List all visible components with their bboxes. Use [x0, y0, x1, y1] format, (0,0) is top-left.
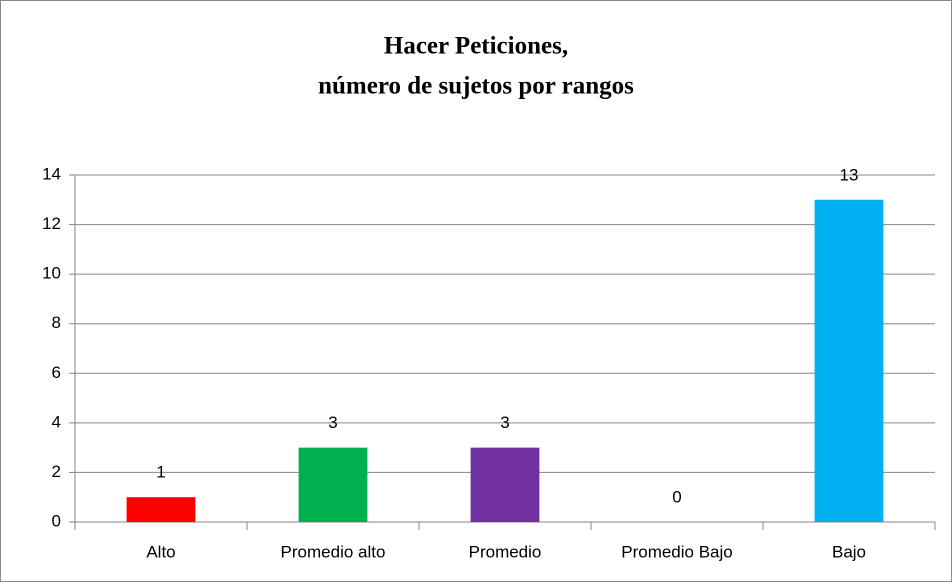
data-label: 3	[500, 413, 509, 432]
x-tick-label: Promedio Bajo	[621, 542, 733, 561]
bar	[470, 447, 540, 522]
bar	[298, 447, 368, 522]
x-tick-label: Promedio	[469, 542, 542, 561]
bar	[814, 199, 884, 523]
y-tick-label: 8	[52, 313, 61, 332]
data-label: 13	[840, 165, 859, 184]
data-label: 3	[328, 413, 337, 432]
y-tick-label: 14	[42, 164, 61, 183]
y-tick-label: 2	[52, 462, 61, 481]
data-label: 1	[156, 463, 165, 482]
x-tick-label: Alto	[146, 542, 175, 561]
y-tick-label: 6	[52, 363, 61, 382]
chart-title: Hacer Peticiones,	[384, 33, 568, 60]
x-tick-label: Promedio alto	[281, 542, 386, 561]
y-tick-label: 4	[52, 412, 61, 431]
y-tick-label: 10	[42, 264, 61, 283]
data-label: 0	[672, 487, 681, 506]
y-tick-label: 12	[42, 214, 61, 233]
bar	[126, 497, 196, 522]
x-tick-label: Bajo	[832, 542, 866, 561]
y-tick-label: 0	[52, 511, 61, 530]
chart-title: número de sujetos por rangos	[318, 73, 634, 100]
